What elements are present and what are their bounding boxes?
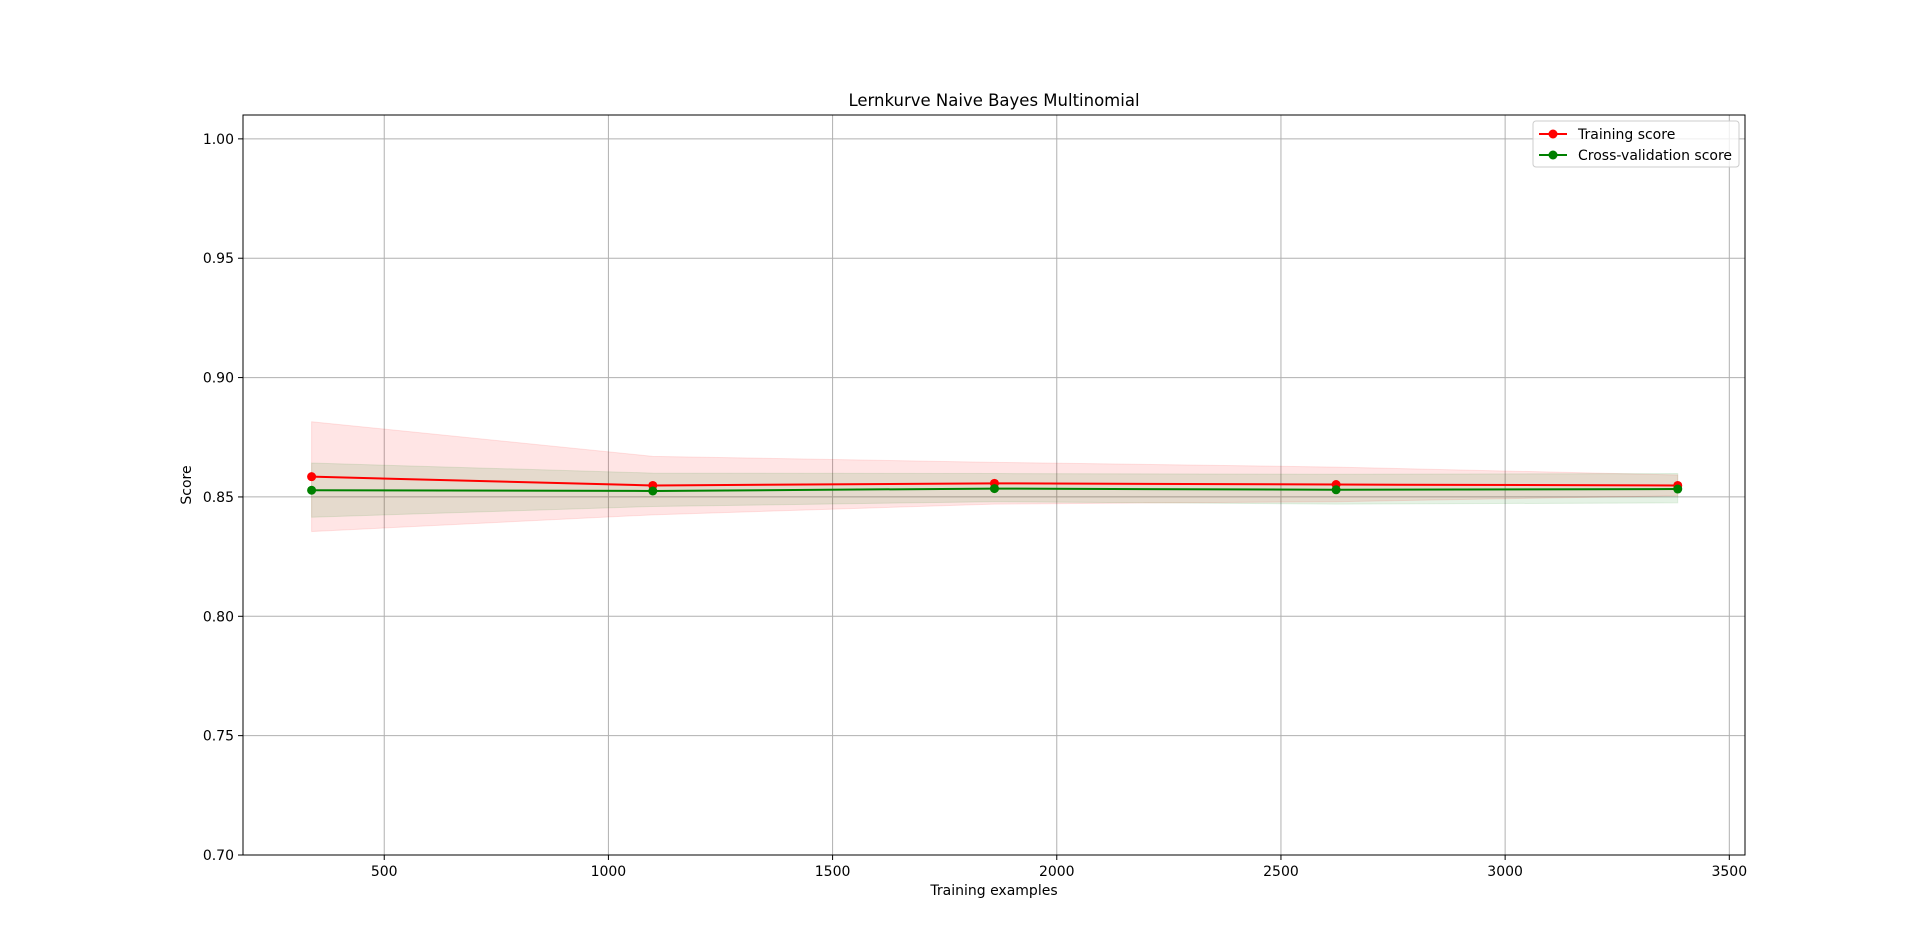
- legend-box: [1532, 120, 1740, 168]
- y-tick-label: 0.85: [203, 490, 234, 506]
- point-training-score: [307, 472, 317, 482]
- x-axis-title: Training examples: [929, 883, 1057, 899]
- point-cross-validation-score: [307, 485, 317, 495]
- x-tick-label: 1000: [591, 864, 627, 880]
- legend-marker-cross-validation-score: [1548, 150, 1558, 160]
- legend-label-cross-validation-score: Cross-validation score: [1578, 148, 1732, 164]
- x-tick-label: 500: [371, 864, 398, 880]
- confidence-bands: [311, 421, 1679, 533]
- x-tick-label: 2000: [1039, 864, 1075, 880]
- point-cross-validation-score: [648, 486, 658, 496]
- legend-marker-training-score: [1548, 129, 1558, 139]
- point-cross-validation-score: [1331, 485, 1341, 495]
- x-tick-label: 3500: [1711, 864, 1747, 880]
- point-cross-validation-score: [1673, 484, 1683, 494]
- y-tick-label: 0.70: [203, 848, 234, 864]
- y-tick-label: 0.90: [203, 371, 234, 387]
- chart-title: Lernkurve Naive Bayes Multinomial: [848, 91, 1139, 110]
- x-tick-label: 1500: [815, 864, 851, 880]
- plot-frame: [242, 114, 1746, 856]
- band-training-score: [311, 421, 1679, 533]
- point-cross-validation-score: [989, 484, 999, 494]
- legend: Training score Cross-validation score: [1532, 120, 1740, 168]
- series-lines: [307, 472, 1683, 496]
- x-tick-label: 3000: [1487, 864, 1523, 880]
- axis-ticks: 500 1000 1500 2000 2500 3000 3500 0.70 0.75 0.80 0…: [203, 132, 1747, 880]
- y-axis-title: Score: [179, 465, 195, 504]
- y-tick-label: 0.95: [203, 251, 234, 267]
- y-tick-label: 0.80: [203, 609, 234, 625]
- y-tick-label: 1.00: [203, 132, 234, 148]
- legend-label-training-score: Training score: [1577, 127, 1675, 143]
- x-tick-label: 2500: [1263, 864, 1299, 880]
- y-tick-label: 0.75: [203, 729, 234, 745]
